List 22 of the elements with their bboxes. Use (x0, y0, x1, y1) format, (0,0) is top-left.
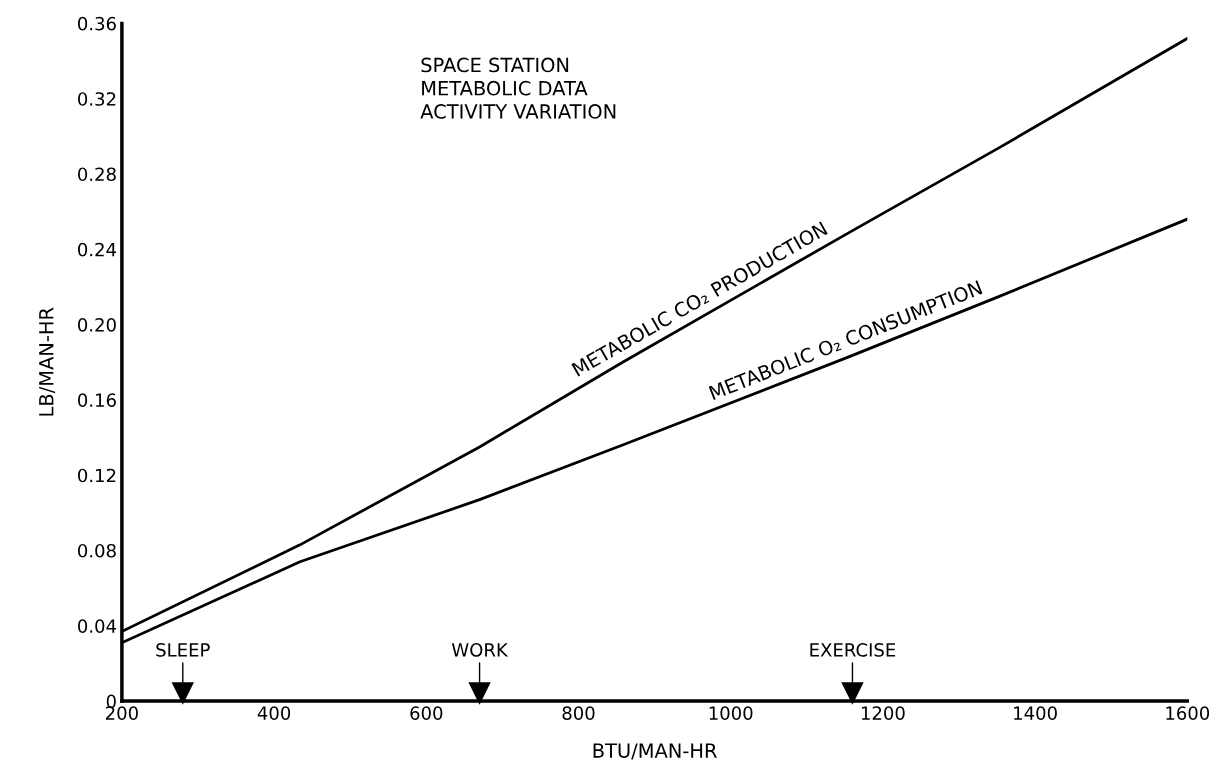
x-tick-label: 1000 (709, 706, 753, 720)
y-tick-label: 0.36 (78, 16, 116, 31)
x-tick-label: 1400 (1014, 706, 1057, 720)
x-tick-label: 1600 (1166, 706, 1210, 720)
y-tick-label: 0.20 (78, 318, 116, 332)
x-tick-label: 1200 (861, 706, 905, 720)
y-tick-label: 0.04 (78, 619, 117, 633)
x-tick-label: 800 (562, 706, 595, 720)
annotation: WORK (451, 643, 509, 657)
x-tick-label: 400 (257, 706, 291, 720)
y-tick-label: 0.24 (78, 242, 117, 257)
y-axis-title: LB/MAN-HR (39, 307, 56, 416)
y-tick-label: 0.16 (78, 393, 116, 407)
y-tick-label: 0.32 (78, 92, 116, 106)
y-tick-label: 0.08 (78, 543, 116, 558)
annotation: EXERCISE (810, 643, 896, 657)
x-axis-title: BTU/MAN-HR (593, 743, 717, 760)
x-tick-label: 600 (410, 706, 443, 720)
y-tick-label: 0.28 (78, 167, 116, 182)
annotation: SLEEP (156, 643, 210, 657)
text: SPACE STATION METABOLIC DATA ACTIVITY VARIATION (420, 57, 616, 119)
y-tick-label: 0.12 (78, 468, 116, 483)
